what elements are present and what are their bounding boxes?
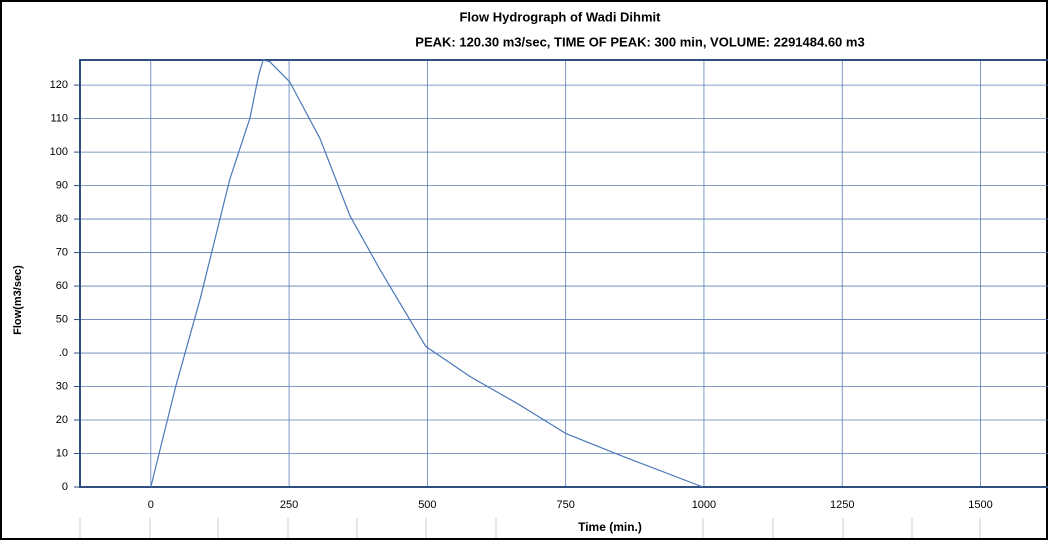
x-tick-label: 1000 xyxy=(692,499,716,511)
chart-subtitle: PEAK: 120.30 m3/sec, TIME OF PEAK: 300 m… xyxy=(415,34,864,49)
x-tick-label: 1500 xyxy=(968,499,992,511)
y-tick-label: 10 xyxy=(56,447,68,459)
y-tick-label: 90 xyxy=(56,179,68,191)
y-tick-label: 60 xyxy=(56,280,68,292)
y-tick-label: 120 xyxy=(50,79,68,91)
y-tick-label: 110 xyxy=(50,113,68,125)
flow-line xyxy=(150,59,704,488)
x-tick-label: 250 xyxy=(280,499,298,511)
y-tick-label: .0 xyxy=(59,347,68,359)
x-tick-label: 1250 xyxy=(830,499,854,511)
x-axis-label: Time (min.) xyxy=(578,520,642,534)
y-tick-label: 80 xyxy=(56,213,68,225)
y-tick-label: 50 xyxy=(56,313,68,325)
y-tick-label: 0 xyxy=(62,481,68,493)
y-tick-label: 20 xyxy=(56,414,68,426)
x-tick-label: 500 xyxy=(418,499,436,511)
chart-title: Flow Hydrograph of Wadi Dihmit xyxy=(459,9,661,24)
x-tick-label: 0 xyxy=(148,499,154,511)
x-tick-label: 750 xyxy=(556,499,574,511)
footer-dividers xyxy=(79,518,981,538)
plot-border xyxy=(79,59,1048,488)
y-axis-label: Flow(m3/sec) xyxy=(12,265,24,335)
y-tick-label: 30 xyxy=(56,380,68,392)
y-tick-label: 70 xyxy=(56,246,68,258)
y-tick-label: 100 xyxy=(50,146,68,158)
